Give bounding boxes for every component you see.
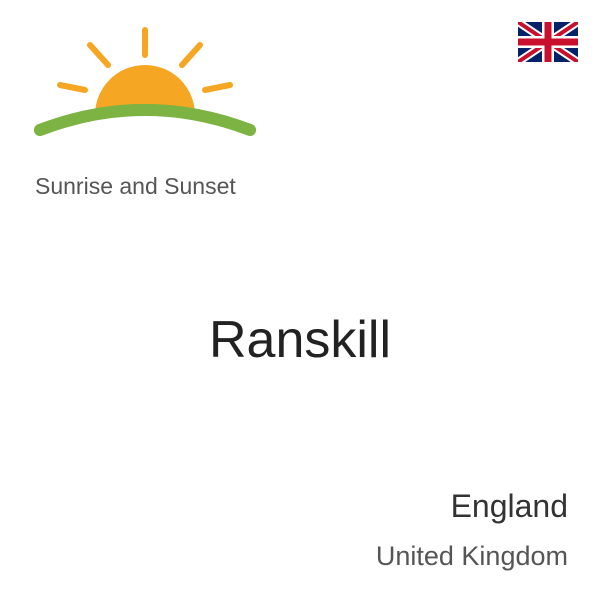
tagline-text: Sunrise and Sunset: [35, 173, 290, 200]
place-title: Ranskill: [0, 310, 600, 370]
uk-flag-icon: [518, 22, 578, 62]
sunrise-icon: [30, 20, 260, 160]
region-label: England: [451, 488, 568, 525]
logo-block: Sunrise and Sunset: [30, 20, 290, 200]
country-label: United Kingdom: [376, 541, 568, 572]
